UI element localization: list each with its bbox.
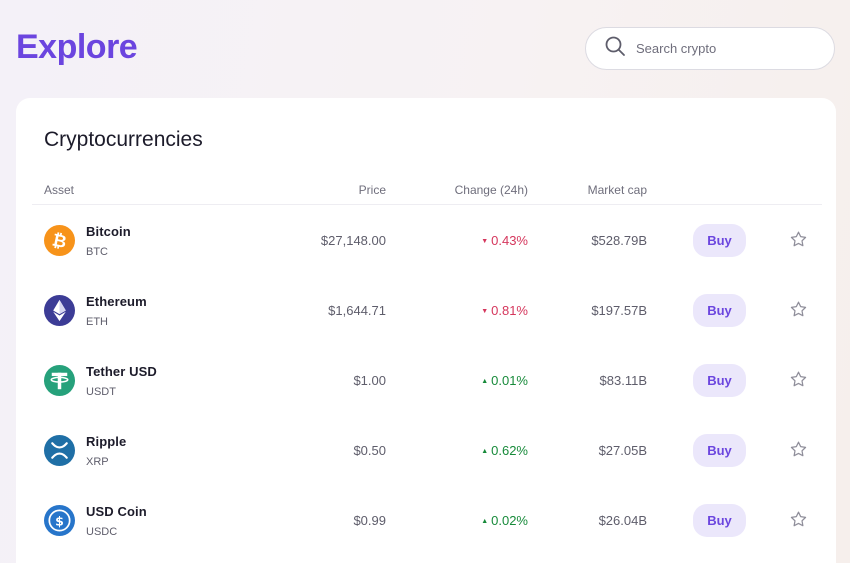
asset-change: ▼ 0.81% — [481, 303, 528, 318]
down-arrow-icon: ▼ — [481, 238, 489, 245]
page-title: Explore — [16, 28, 138, 66]
asset-market-cap: $27.05B — [598, 443, 647, 458]
ripple-icon — [44, 435, 75, 466]
asset-ticker: USDT — [86, 386, 116, 398]
buy-button[interactable]: Buy — [693, 294, 746, 327]
star-icon[interactable] — [789, 230, 808, 249]
asset-market-cap: $83.11B — [599, 373, 647, 388]
asset-ticker: XRP — [86, 456, 109, 468]
column-header-change: Change (24h) — [454, 183, 528, 197]
card-title: Cryptocurrencies — [44, 128, 203, 151]
asset-market-cap: $528.79B — [591, 233, 647, 248]
asset-name: Ripple — [86, 434, 127, 449]
column-header-market-cap: Market cap — [587, 183, 647, 197]
asset-price: $0.50 — [353, 443, 386, 458]
bitcoin-icon: ₿ — [44, 225, 75, 256]
asset-price: $1,644.71 — [328, 303, 386, 318]
up-arrow-icon: ▲ — [481, 518, 489, 525]
asset-change: ▼ 0.43% — [481, 233, 528, 248]
tether-icon — [44, 365, 75, 396]
asset-change: ▲ 0.01% — [481, 373, 528, 388]
buy-button[interactable]: Buy — [693, 504, 746, 537]
asset-ticker: USDC — [86, 526, 118, 538]
asset-ticker: ETH — [86, 316, 108, 328]
asset-change: ▲ 0.02% — [481, 513, 528, 528]
column-header-price: Price — [358, 183, 386, 197]
star-icon[interactable] — [789, 300, 808, 319]
table-row[interactable]: $ USD Coin USDC $0.99 ▲ 0.02% $26.04B Buy — [32, 485, 822, 555]
usd-coin-icon: $ — [44, 505, 75, 536]
asset-ticker: BTC — [86, 246, 108, 258]
table-row[interactable]: ₿ Bitcoin BTC $27,148.00 ▼ 0.43% $528.79B… — [32, 205, 822, 275]
up-arrow-icon: ▲ — [481, 448, 489, 455]
header-divider — [32, 204, 822, 205]
buy-button[interactable]: Buy — [693, 364, 746, 397]
star-icon[interactable] — [789, 370, 808, 389]
star-icon[interactable] — [789, 510, 808, 529]
asset-change: ▲ 0.62% — [481, 443, 528, 458]
column-header-asset: Asset — [44, 183, 75, 197]
svg-text:$: $ — [55, 513, 64, 528]
asset-name: Ethereum — [86, 294, 147, 309]
search-input[interactable] — [636, 41, 816, 56]
asset-market-cap: $197.57B — [591, 303, 647, 318]
table-row[interactable]: Tether USD USDT $1.00 ▲ 0.01% $83.11B Buy — [32, 345, 822, 415]
table-row[interactable]: Ethereum ETH $1,644.71 ▼ 0.81% $197.57B B… — [32, 275, 822, 345]
star-icon[interactable] — [789, 440, 808, 459]
buy-button[interactable]: Buy — [693, 434, 746, 467]
asset-price: $1.00 — [353, 373, 386, 388]
svg-text:₿: ₿ — [50, 231, 68, 254]
down-arrow-icon: ▼ — [481, 308, 489, 315]
crypto-card: Cryptocurrencies Asset Price Change (24h… — [16, 98, 836, 563]
asset-market-cap: $26.04B — [598, 513, 647, 528]
search-box[interactable] — [585, 27, 835, 70]
up-arrow-icon: ▲ — [481, 378, 489, 385]
table-row[interactable]: Ripple XRP $0.50 ▲ 0.62% $27.05B Buy — [32, 415, 822, 485]
ethereum-icon — [44, 295, 75, 326]
buy-button[interactable]: Buy — [693, 224, 746, 257]
asset-name: USD Coin — [86, 504, 147, 519]
asset-name: Bitcoin — [86, 224, 131, 239]
asset-price: $0.99 — [353, 513, 386, 528]
asset-name: Tether USD — [86, 364, 157, 379]
asset-price: $27,148.00 — [320, 233, 386, 248]
search-icon — [604, 35, 626, 62]
